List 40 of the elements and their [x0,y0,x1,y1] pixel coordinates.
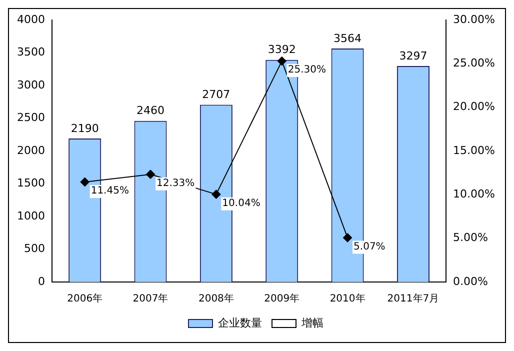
y2-tick-label: 25.00% [453,56,496,70]
point [277,56,286,66]
point [212,190,221,199]
data-label: 2190 [70,122,99,135]
y2-tick-label: 10.00% [453,188,496,201]
data-label: 12.33% [156,178,195,189]
data-label: 5.07% [354,241,386,252]
legend-label: 企业数量 [218,316,262,330]
y2-tick-label: 5.00% [453,231,488,244]
x-tick-label: 2006年 [67,292,103,305]
y2-tick-label: 15.00% [453,144,496,157]
data-label: 3297 [399,49,428,62]
y-tick-label: 2000 [16,144,45,157]
x-tick-label: 2011年7月 [387,292,440,305]
x-tick-label: 2009年 [264,292,300,305]
y-tick-label: 0 [38,274,45,288]
x-tick-label: 2008年 [198,292,234,305]
data-label: 3564 [334,32,362,45]
y-tick-label: 4000 [16,12,45,26]
y-tick-label: 3000 [16,78,45,92]
y-tick-label: 2500 [16,111,45,124]
y-tick-label: 1500 [16,176,45,190]
data-label: 10.04% [222,198,260,209]
y2-tick-label: 30.00% [453,12,496,26]
point [80,178,90,187]
data-label: 2707 [202,88,230,102]
y2-tick-label: 0.00% [453,274,488,288]
y2-tick-label: 20.00% [453,100,496,114]
legend-label: 增幅 [300,316,324,330]
x-tick-label: 2010年 [330,292,366,305]
data-label: 3392 [268,43,296,56]
point [343,233,352,242]
y-tick-label: 1000 [16,209,45,222]
y-tick-label: 500 [24,242,45,256]
y-tick-label: 3500 [16,46,45,59]
data-label: 2460 [136,104,165,118]
data-label: 25.30% [288,64,326,76]
x-tick-label: 2007年 [132,292,168,305]
data-label: 11.45% [90,186,129,197]
point [146,170,156,179]
